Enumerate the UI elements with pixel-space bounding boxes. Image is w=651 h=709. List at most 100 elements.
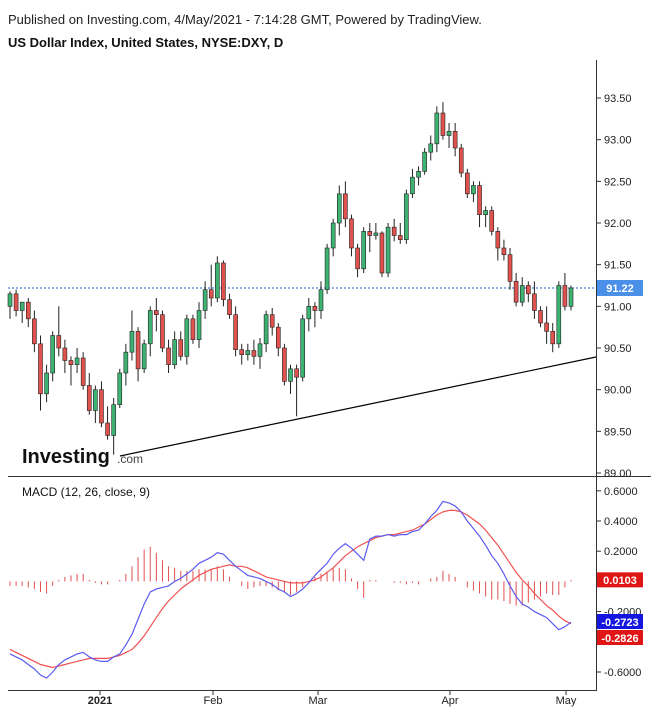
candle-body [343,193,348,220]
macd-tick-label: 0.4000 [604,516,638,528]
candle-body [269,314,275,328]
candle-body [25,301,31,320]
candle-body [477,185,482,215]
signal-line [9,509,572,669]
candle-body [538,310,543,324]
x-axis-ticks: 2021 Feb Mar Apr May [88,690,577,707]
candle-body [422,151,427,172]
candle-body [233,314,238,350]
candle-body [111,404,116,436]
candle-body [483,210,488,215]
candle-body [397,235,403,240]
price-tick-label: 89.00 [604,468,632,480]
candle-body [166,347,171,365]
macd-histogram [9,546,572,606]
candle-body [367,231,373,236]
candle-body [458,147,464,174]
candle-body [208,289,214,299]
candle-body [355,247,360,270]
candle-body [452,131,458,149]
candle-body [379,232,385,274]
candle-body [263,314,269,345]
candle-body [532,293,537,311]
candle-body [330,222,336,249]
candle-body [123,351,129,374]
macd-badge [597,614,643,629]
histogram-badge [597,572,643,588]
candle-body [471,185,476,195]
candle-body [282,347,287,382]
candle-body [318,289,324,311]
candle-body [68,360,74,365]
candle-body [141,343,147,370]
macd-value: -0.2723 [601,617,638,629]
candle-body [196,310,202,340]
x-tick-label: Mar [309,695,328,707]
candle-body [44,372,49,395]
candle-body [239,349,245,355]
candle-body [19,301,25,311]
candle-body [117,372,123,405]
price-y-ticks: 93.50 93.00 92.50 92.00 91.50 91.00 90.50 90.00… [596,93,632,480]
price-tick-label: 91.00 [604,301,632,313]
candle-body [404,193,409,240]
candle-body [391,226,397,236]
investing-logo: Investing .com [22,446,143,468]
candle-body [428,143,434,153]
candle-body [300,318,305,378]
candle-body [410,176,415,195]
candle-body [178,339,184,357]
signal-badge [597,630,643,645]
candle-body [526,285,531,295]
candle-body [147,310,153,345]
candle-body [288,368,293,382]
price-tick-label: 93.00 [604,135,632,147]
candle-body [129,331,135,353]
candle-body [519,285,525,303]
published-caption: Published on Investing.com, 4/May/2021 -… [8,12,482,27]
price-tick-label: 91.50 [604,260,632,272]
candle-body [434,112,440,145]
candlestick-series [7,102,574,455]
candle-body [80,357,86,386]
histogram-value: 0.0103 [603,575,637,587]
candle-body [135,331,141,370]
candle-body [56,335,62,349]
x-tick-label: 2021 [88,695,112,707]
x-tick-label: May [556,695,577,707]
candle-body [495,231,501,249]
candle-body [251,350,257,357]
candle-body [276,326,281,349]
candle-body [507,254,513,282]
candle-body [184,318,190,357]
signal-value: -0.2826 [601,633,638,645]
candle-body [99,389,104,424]
candle-body [50,335,55,374]
candle-body [544,322,549,332]
candle-body [361,231,366,270]
price-tick-label: 89.50 [604,426,632,438]
x-tick-label: Feb [204,695,223,707]
candle-body [349,218,354,249]
price-tick-label: 93.50 [604,93,632,105]
candle-body [74,357,80,365]
candle-body [160,314,165,349]
candle-body [93,389,98,411]
candle-body [227,299,232,315]
candle-body [513,281,519,303]
candle-body [172,339,177,365]
candle-body [336,193,342,224]
price-tick-label: 90.50 [604,343,632,355]
candle-body [306,306,312,320]
price-tick-label: 92.50 [604,176,632,188]
support-trendline [119,356,597,457]
candle-body [257,343,263,357]
candle-body [7,293,13,307]
candle-body [562,285,568,307]
candle-body [38,343,43,395]
candle-body [245,350,251,355]
price-tick-label: 92.00 [604,218,632,230]
candle-body [501,247,507,255]
